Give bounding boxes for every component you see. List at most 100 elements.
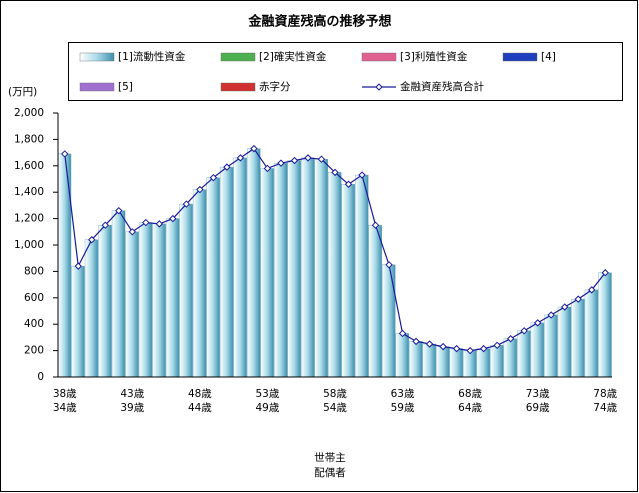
bar [449,348,464,378]
bar [138,222,153,378]
line-marker [439,342,447,351]
line-marker [169,214,177,223]
line-marker [560,303,569,311]
bar [368,224,382,378]
y-tick-label: 0 [37,371,44,383]
y-tick-label: 1,400 [14,186,44,198]
line-marker [452,344,461,353]
y-tick-label: 1,600 [14,160,44,172]
legend-swatch [220,82,256,92]
bar [395,333,410,378]
bar [84,239,99,378]
bar [463,350,477,378]
bar [287,160,301,378]
x-axis-label: 世帯主 [314,451,346,464]
y-tick-label: 1,000 [14,239,44,251]
legend-swatch [361,52,397,62]
line-marker [101,221,110,229]
line-marker [250,144,258,153]
bar [355,174,369,378]
legend-label: 赤字分 [259,80,291,93]
chart-title: 金融資産残高の推移予想 [247,14,391,30]
bar [557,306,572,378]
line-marker [385,261,393,269]
x-tick-label-spouse: 44歳 [188,402,212,414]
legend-swatch [79,82,115,92]
bar [382,264,396,378]
line-marker [88,236,96,244]
bar [314,158,328,378]
x-tick-label-spouse: 59歳 [391,402,415,414]
x-tick-label: 43歳 [120,388,144,400]
x-tick-label: 73歳 [526,388,550,400]
bar [206,177,220,378]
x-tick-label-spouse: 74歳 [593,402,617,414]
bar [571,298,585,378]
bar [436,346,450,378]
legend-swatch [375,83,383,91]
y-axis-label: (万円) [8,86,37,98]
y-tick-label: 600 [24,292,44,304]
line-marker [601,269,609,277]
legend-label: [3]利殖性資金 [400,50,468,63]
line-marker [506,335,515,343]
line-marker [588,286,596,294]
bar [341,184,355,378]
line-marker [74,262,82,270]
x-tick-label-spouse: 54歳 [323,402,347,414]
line-marker [209,173,218,182]
line-marker [182,200,191,208]
line-marker [479,344,488,353]
bar [598,272,612,378]
legend-label: [4] [541,51,556,63]
bar [165,218,180,378]
bar [328,172,342,378]
line-marker [263,164,272,173]
y-tick-label: 1,200 [14,213,44,225]
line-marker [412,337,420,346]
bar [530,322,545,378]
y-tick-label: 800 [24,265,44,277]
x-tick-label-spouse: 34歳 [53,402,77,414]
bar [260,168,274,378]
line-marker [398,329,407,338]
x-tick-label: 63歳 [391,388,415,400]
line-marker [574,295,582,303]
line-marker [358,171,366,179]
x-tick-label: 78歳 [593,388,617,400]
legend-box [68,42,623,101]
line-marker [331,168,339,177]
bar [476,348,491,378]
y-tick-label: 2,000 [14,107,44,119]
line-marker [128,228,137,236]
legend-swatch [79,52,115,62]
line-marker [290,156,299,165]
legend-label: 金融資産残高合計 [400,80,484,93]
line-marker [317,155,326,163]
line-marker [344,180,353,188]
bar [273,162,288,378]
y-tick-label: 400 [24,318,44,330]
bar [152,223,166,378]
line-marker [196,185,204,194]
x-tick-label: 48歳 [188,388,212,400]
legend-label: [2]確実性資金 [259,50,327,63]
bar [246,148,261,378]
y-tick-label: 200 [24,345,44,357]
bar [544,314,558,378]
bar [125,231,139,378]
bar [517,330,531,378]
line-marker [533,319,542,327]
line-marker [520,327,528,335]
line-marker [304,154,312,162]
line-marker [425,340,434,348]
line-marker [277,159,285,167]
bar [409,341,423,378]
line-marker [371,221,380,229]
x-axis-label: 配偶者 [314,466,346,479]
bar [584,289,599,378]
bar [503,338,518,378]
line-marker [223,163,231,171]
legend-swatch [502,52,538,62]
